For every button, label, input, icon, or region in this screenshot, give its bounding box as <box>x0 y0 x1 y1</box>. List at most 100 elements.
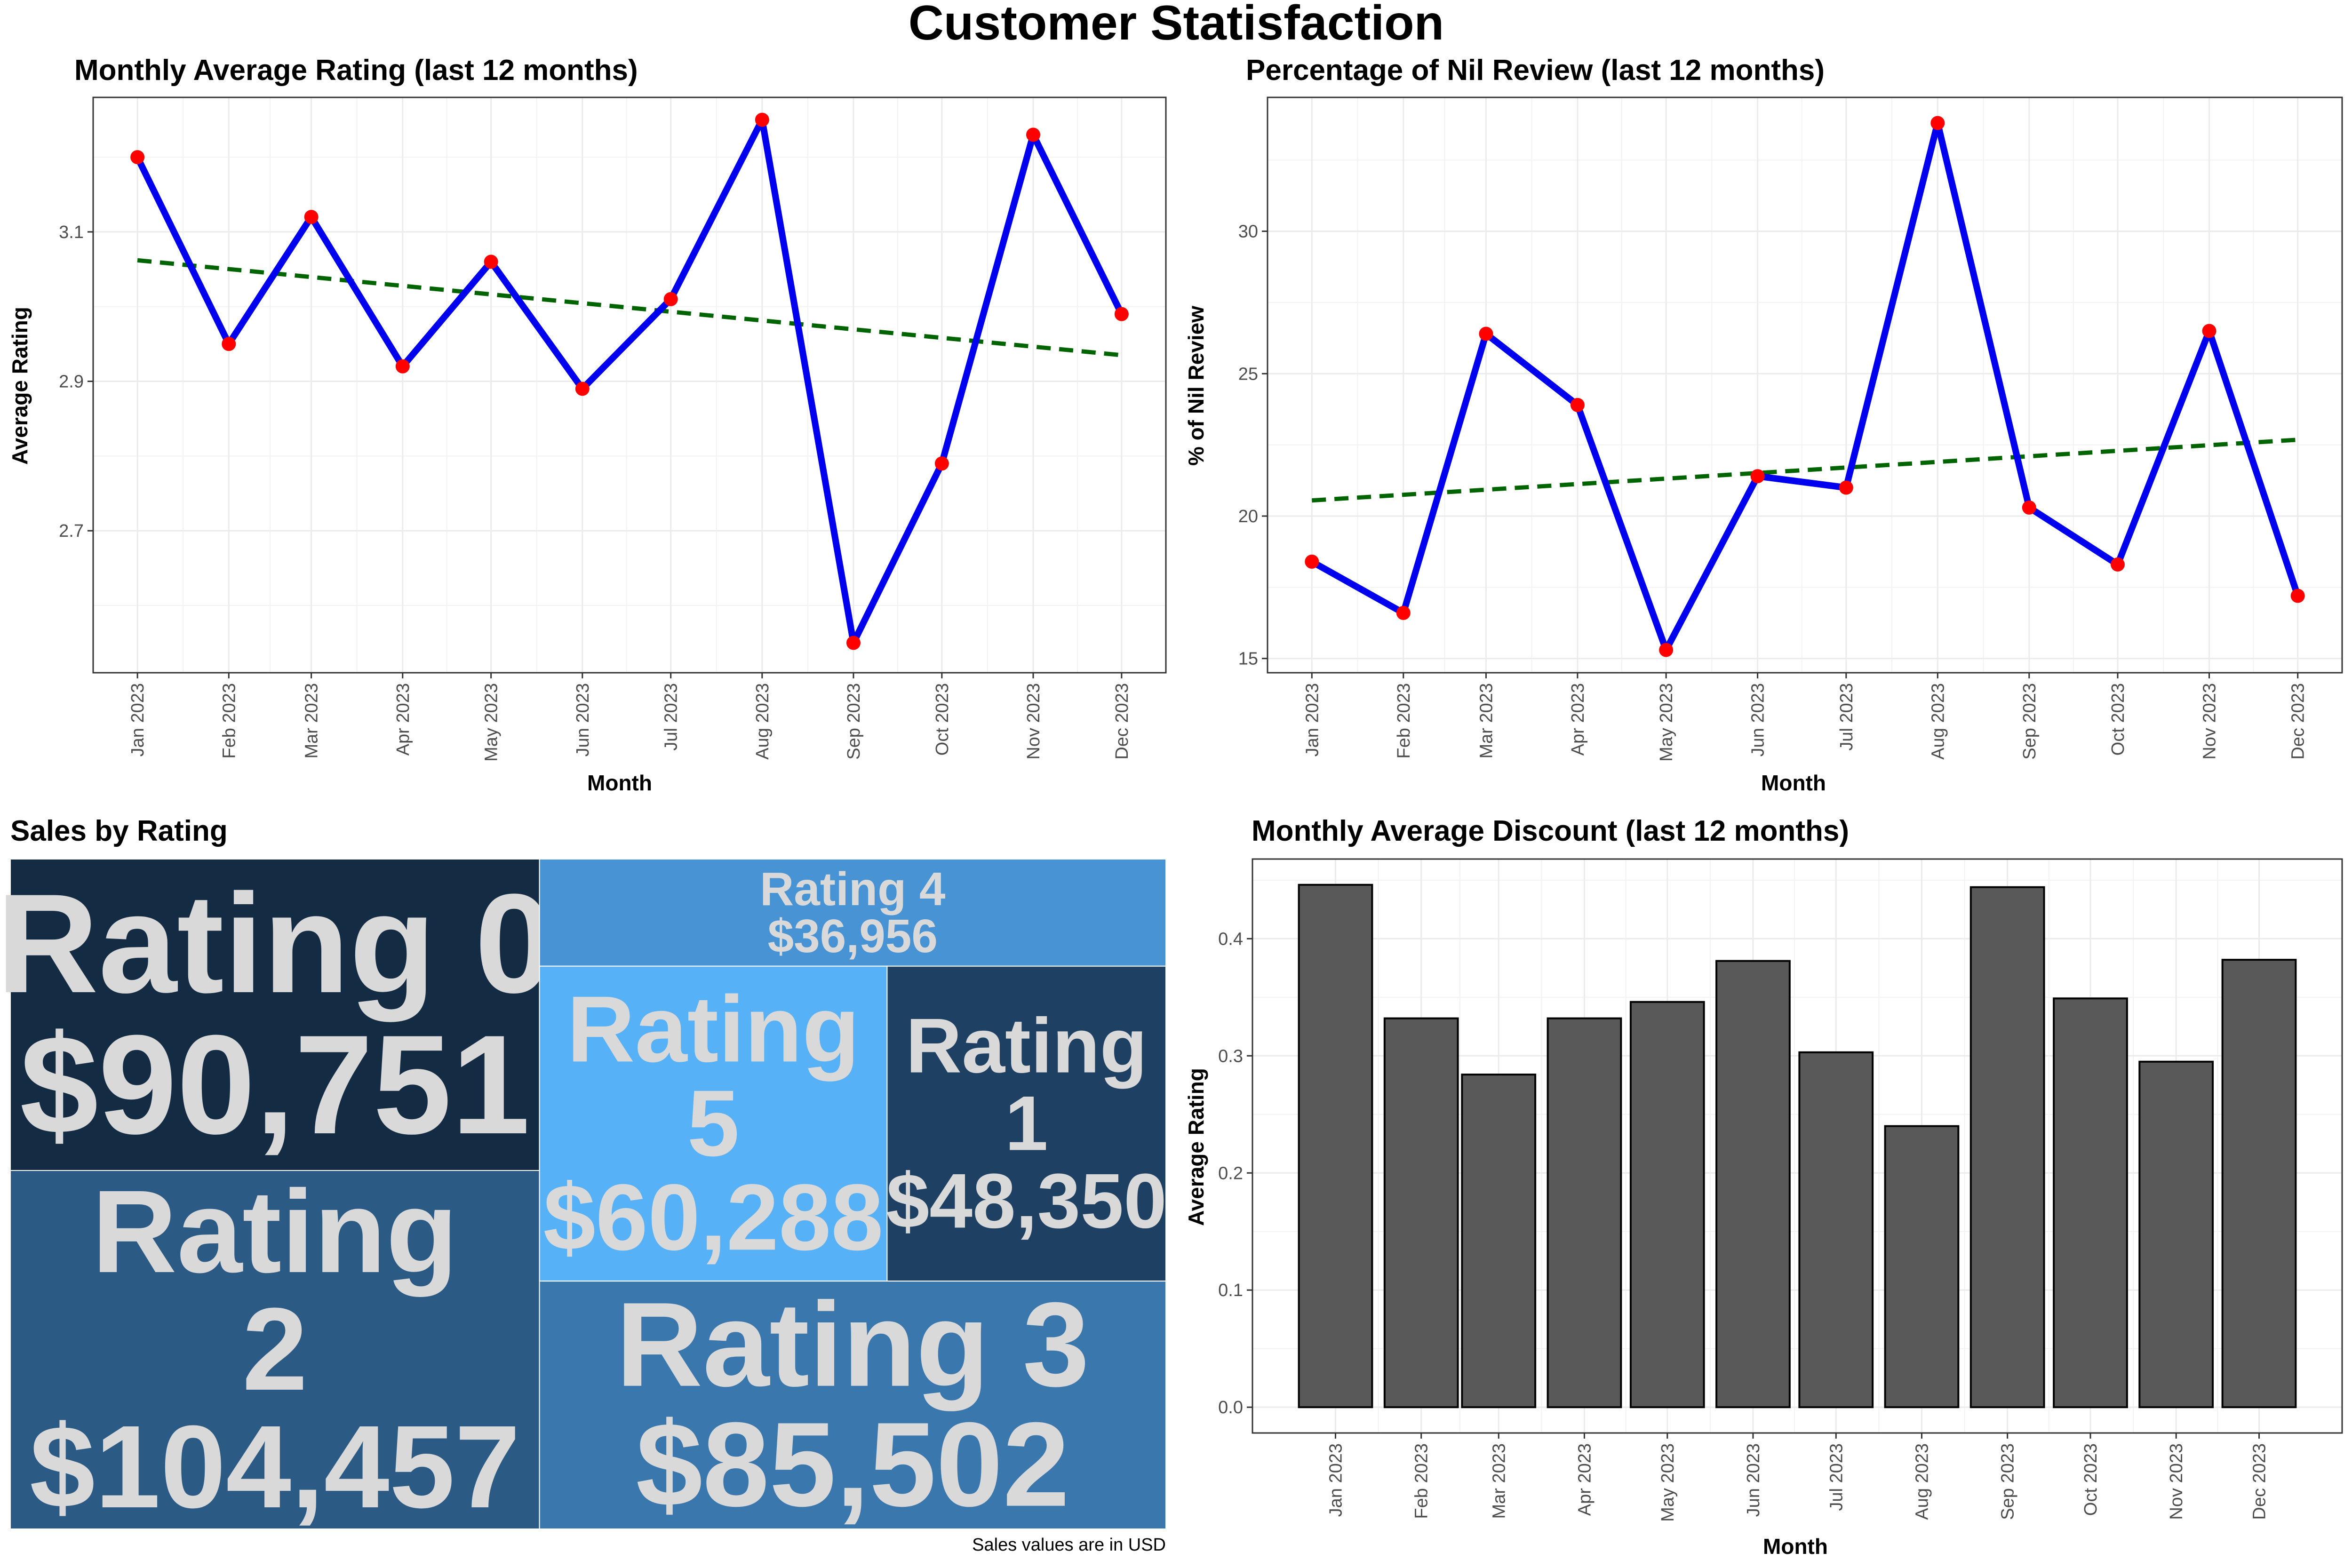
treemap-tile-label: Rating 3 <box>616 1278 1089 1412</box>
rating-data-point <box>575 382 590 396</box>
rating-data-point <box>484 255 498 269</box>
nil-x-tick-label: Apr 2023 <box>1568 683 1588 756</box>
discount-bar <box>1715 960 1791 1409</box>
rating-x-axis-title: Month <box>587 771 652 795</box>
discount-bar <box>1461 1074 1537 1409</box>
nil-data-point <box>1839 480 1853 495</box>
treemap-tile-rating-0 <box>10 859 540 1171</box>
rating-panel <box>93 97 1166 673</box>
nil-data-point <box>1659 643 1674 657</box>
rating-x-tick-label: Jan 2023 <box>128 683 148 756</box>
rating-trend-line <box>137 258 1122 358</box>
discount-y-tick-label: 0.0 <box>1218 1398 1243 1417</box>
discount-x-tick-label: Feb 2023 <box>1412 1443 1432 1519</box>
rating-data-point <box>934 456 949 471</box>
discount-x-tick-label: Jan 2023 <box>1326 1443 1346 1517</box>
discount-bar <box>1547 1017 1622 1409</box>
discount-x-tick-label: Jul 2023 <box>1826 1443 1846 1511</box>
rating-data-point <box>663 292 678 306</box>
treemap-tile-label: Rating <box>906 1003 1147 1089</box>
treemap-tile-rating-4 <box>539 859 1166 967</box>
discount-y-tick-label: 0.2 <box>1218 1163 1243 1183</box>
nil-panel <box>1268 97 2342 673</box>
nil-chart-title: Percentage of Nil Review (last 12 months… <box>1246 54 1825 87</box>
nil-data-point <box>2022 500 2036 515</box>
nil-data-point <box>2202 324 2216 338</box>
nil-data-point <box>1750 469 1765 484</box>
discount-bar <box>1629 1001 1705 1409</box>
treemap-title: Sales by Rating <box>10 815 228 847</box>
discount-bar <box>1969 886 2045 1409</box>
discount-x-axis-title: Month <box>1763 1534 1828 1559</box>
discount-x-tick-label: May 2023 <box>1658 1443 1678 1522</box>
treemap-tile-value: $104,457 <box>30 1401 520 1532</box>
treemap-tile-value: $90,751 <box>20 1005 530 1163</box>
rating-y-tick-label: 2.7 <box>59 521 84 541</box>
discount-bar <box>1298 883 1373 1409</box>
nil-x-tick-label: Oct 2023 <box>2108 683 2128 756</box>
rating-x-tick-label: Aug 2023 <box>753 683 773 760</box>
discount-y-tick-label: 0.4 <box>1218 929 1243 949</box>
treemap-tile-rating-5 <box>539 965 888 1282</box>
rating-x-tick-label: Nov 2023 <box>1024 683 1044 760</box>
treemap-caption: Sales values are in USD <box>972 1535 1166 1555</box>
rating-x-tick-label: Oct 2023 <box>933 683 952 756</box>
nil-x-tick-label: Sep 2023 <box>2020 683 2040 760</box>
nil-x-tick-label: Aug 2023 <box>1928 683 1948 760</box>
rating-x-tick-label: Dec 2023 <box>1112 683 1132 760</box>
nil-y-tick-label: 30 <box>1238 222 1258 242</box>
rating-data-point <box>222 337 236 351</box>
rating-x-tick-label: Jun 2023 <box>573 683 593 756</box>
treemap-tile-label: Rating <box>92 1166 458 1297</box>
nil-y-axis-title: % of Nil Review <box>1184 306 1208 466</box>
rating-series-line <box>134 116 1125 646</box>
discount-bar <box>1383 1017 1459 1409</box>
rating-x-tick-label: May 2023 <box>482 683 502 762</box>
discount-x-tick-label: Jun 2023 <box>1744 1443 1763 1517</box>
discount-bar-chart: 0.0 0.1 0.2 0.3 0.4 Jan 2023 Feb 2023 Mar 2023 A… <box>1218 858 2343 1522</box>
nil-data-point <box>1396 605 1411 620</box>
nil-y-tick-label: 25 <box>1238 364 1258 384</box>
nil-y-tick-label: 15 <box>1238 649 1258 669</box>
discount-y-axis-title: Average Rating <box>1184 1068 1208 1226</box>
nil-data-point <box>1305 554 1319 569</box>
discount-bar <box>2138 1060 2214 1409</box>
discount-chart-title: Monthly Average Discount (last 12 months… <box>1252 815 1849 847</box>
discount-panel-border <box>1252 858 2343 1434</box>
nil-x-tick-label: Dec 2023 <box>2288 683 2308 760</box>
discount-x-tick-label: Mar 2023 <box>1489 1443 1509 1519</box>
dashboard-title: Customer Statisfaction <box>909 0 1444 50</box>
rating-y-tick-label: 2.9 <box>59 372 84 392</box>
rating-data-point <box>395 359 410 374</box>
discount-x-tick-label: Apr 2023 <box>1575 1443 1595 1516</box>
rating-data-point <box>304 210 319 224</box>
treemap-tile-value: $60,288 <box>543 1165 884 1270</box>
rating-panel-border <box>92 96 1167 674</box>
treemap-tile-label: 5 <box>687 1071 739 1176</box>
nil-data-point <box>2290 589 2305 603</box>
discount-x-tick-label: Oct 2023 <box>2081 1443 2101 1516</box>
nil-x-tick-label: Feb 2023 <box>1394 683 1414 759</box>
treemap-tile-label: 1 <box>1005 1080 1048 1167</box>
treemap-tile-label: Rating 0 <box>0 864 553 1023</box>
treemap-tile-rating-2 <box>10 1170 540 1529</box>
rating-x-tick-label: Apr 2023 <box>393 683 413 756</box>
rating-data-point <box>130 150 145 165</box>
discount-bar <box>1884 1125 1960 1409</box>
rating-chart-title: Monthly Average Rating (last 12 months) <box>74 54 638 87</box>
nil-x-tick-label: Jun 2023 <box>1748 683 1768 756</box>
rating-x-tick-label: Sep 2023 <box>844 683 864 760</box>
rating-y-tick-label: 3.1 <box>59 223 84 242</box>
treemap-tile-label: Rating 4 <box>760 863 946 915</box>
rating-data-point <box>846 636 861 650</box>
discount-x-tick-label: Aug 2023 <box>1912 1443 1932 1520</box>
rating-data-point <box>755 112 769 127</box>
nil-x-tick-label: Nov 2023 <box>2200 683 2219 760</box>
nil-data-point <box>1479 326 1493 341</box>
discount-x-tick-label: Nov 2023 <box>2167 1443 2186 1520</box>
nil-x-tick-label: Jul 2023 <box>1837 683 1857 751</box>
rating-x-tick-label: Jul 2023 <box>662 683 681 751</box>
